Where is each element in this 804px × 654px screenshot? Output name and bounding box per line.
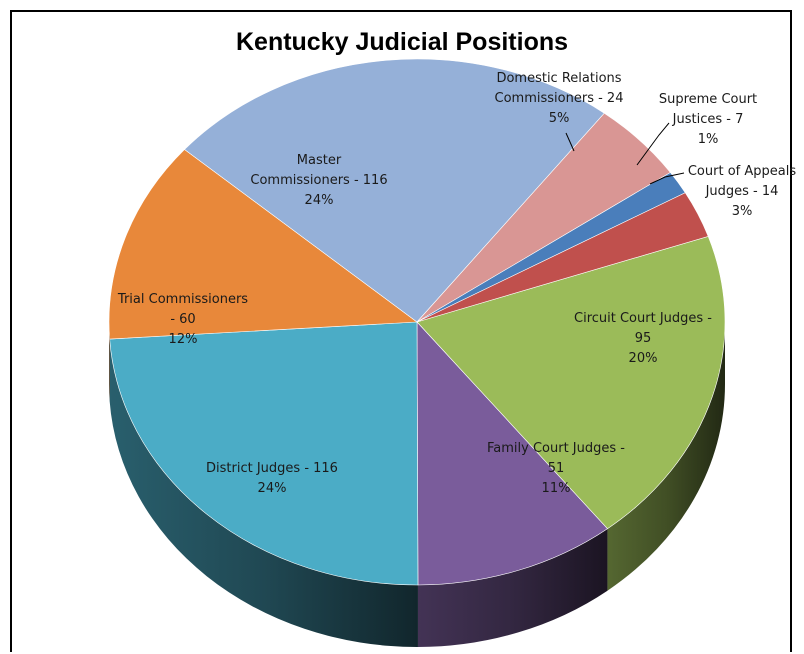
leader-line-supreme-court-justices — [636, 122, 670, 166]
data-label-trial-commissioners: Trial Commissioners - 60 12% — [117, 292, 248, 347]
data-labels: Circuit Court Judges -95 20% Family Court … — [117, 71, 796, 496]
pie-side-district-judges — [109, 339, 418, 647]
leader-line-court-of-appeals-judges — [649, 172, 685, 185]
data-label-court-of-appeals-judges: Court of Appeals Judges - 14 3% — [688, 164, 796, 219]
data-label-district-judges: District Judges - 116 24% — [206, 461, 338, 496]
pie-side-family-court-judges — [417, 528, 608, 647]
pie-slice-circuit-court-judges — [416, 236, 726, 530]
pie-slice-district-judges — [109, 321, 419, 586]
data-label-master-commissioners: Master Commissioners - 116 24% — [250, 153, 387, 208]
pie-slices — [108, 58, 726, 586]
pie-slice-family-court-judges — [416, 321, 608, 586]
data-label-family-court-judges: Family Court Judges -51 11% — [487, 441, 625, 496]
data-label-circuit-court-judges: Circuit Court Judges -95 20% — [574, 311, 712, 366]
pie-slice-trial-commissioners — [108, 149, 418, 340]
pie-side-walls — [109, 322, 725, 647]
pie-side-circuit-court-judges — [607, 322, 725, 591]
data-label-supreme-court-justices: Supreme Court Justices - 7 1% — [659, 92, 757, 147]
pie-side-trial-commissioners — [109, 322, 110, 402]
leader-line-domestic-relations-commissioners — [565, 132, 575, 152]
data-label-domestic-relations-commissioners: Domestic Relations Commissioners - 24 5% — [495, 71, 624, 126]
chart-title: Kentucky Judicial Positions — [235, 28, 569, 56]
pie-slice-court-of-appeals-judges — [416, 192, 709, 323]
pie-slice-master-commissioners — [184, 58, 605, 323]
